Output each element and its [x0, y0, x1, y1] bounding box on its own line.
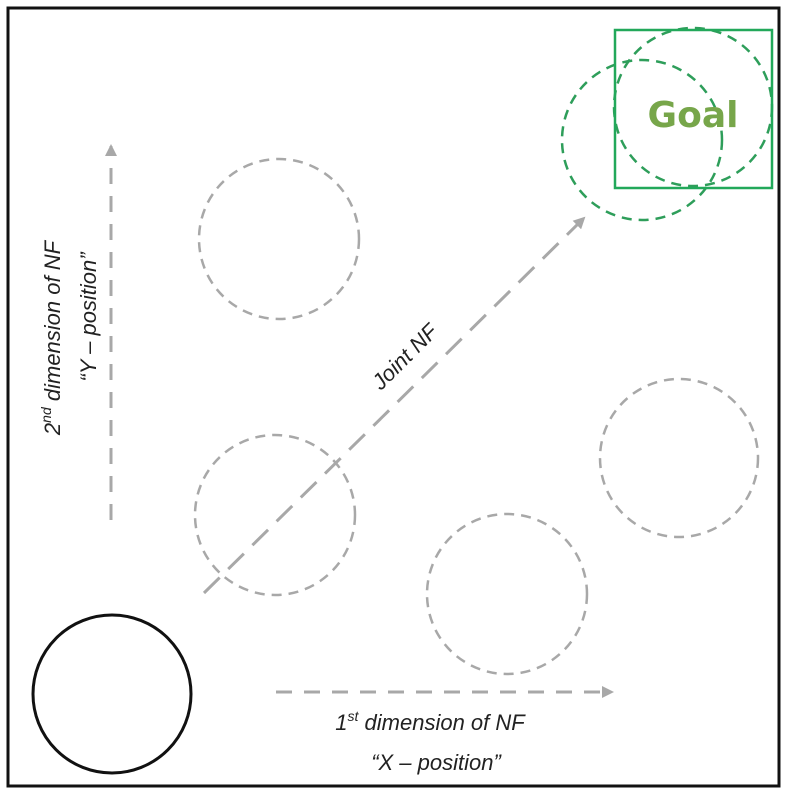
goal-label: Goal	[648, 95, 739, 136]
dashed-circle-right	[598, 377, 760, 539]
x-axis-label-line1: 1st dimension of NF	[335, 708, 526, 735]
dashed-circle-bottom-center	[425, 512, 589, 676]
goal-box	[613, 28, 774, 190]
agent-start-circle	[31, 613, 193, 775]
dashed-circle-middle-left	[193, 433, 357, 597]
dashed-circle-upper-left	[197, 157, 361, 321]
goal-dashed-circle-left	[560, 58, 724, 222]
joint-nf-arrow	[202, 216, 586, 595]
y-axis-label-line1: 2nd dimension of NF	[38, 239, 65, 436]
outer-frame	[6, 6, 781, 788]
x-axis-label-line2: “X – position”	[371, 750, 502, 775]
y-axis-label-line2: “Y – position”	[76, 251, 101, 382]
